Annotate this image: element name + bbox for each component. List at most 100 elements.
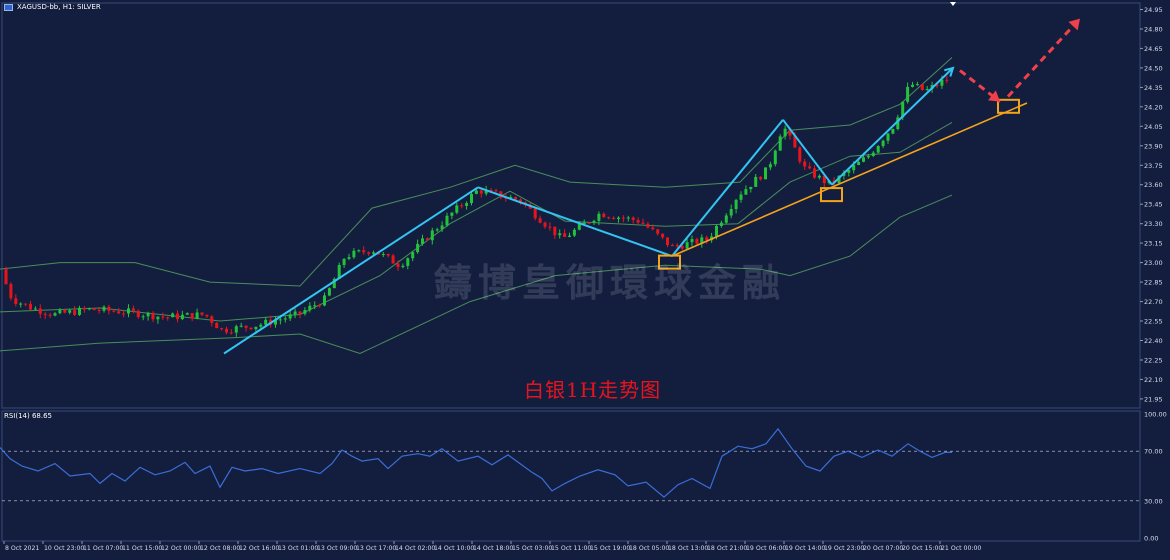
candle-body (891, 129, 895, 134)
candle-body (151, 312, 155, 320)
candle (509, 194, 513, 199)
candle (249, 327, 253, 330)
candle (19, 302, 23, 308)
candle (337, 262, 341, 279)
candle (9, 282, 13, 301)
candle-body (607, 217, 611, 219)
candle-body (43, 313, 47, 315)
price-tick-label: 23.15 (1144, 240, 1163, 248)
candle-body (161, 316, 165, 318)
candle (430, 227, 434, 245)
candle-body (670, 245, 674, 247)
candle-body (4, 269, 8, 285)
candle-body (9, 284, 13, 299)
candle (592, 219, 596, 225)
candle-body (357, 250, 361, 252)
candle (783, 125, 787, 140)
candle-body (229, 332, 233, 334)
price-tick-label: 23.60 (1144, 181, 1163, 189)
candle (915, 81, 919, 86)
candle-body (558, 233, 562, 236)
price-tick-label: 24.80 (1144, 26, 1163, 34)
candle-body (131, 308, 135, 311)
candle (43, 311, 47, 320)
time-tick-label: 20 Oct 07:00 (863, 545, 903, 552)
time-tick-label: 12 Oct 08:00 (200, 545, 240, 552)
candle (568, 232, 571, 238)
candle-body (33, 308, 37, 310)
candle (563, 229, 567, 237)
candle-body (538, 218, 542, 223)
candle (357, 249, 361, 253)
trend-segment-line (671, 119, 784, 257)
candle-body (568, 235, 571, 237)
candle-body (724, 215, 728, 223)
candle-body (685, 242, 689, 249)
candle (127, 304, 130, 318)
candle (553, 226, 557, 239)
candle-body (254, 326, 258, 330)
support-box (997, 98, 1020, 114)
candle-body (53, 313, 57, 316)
candle-body (768, 164, 772, 168)
candle (347, 253, 351, 261)
candle-body (141, 316, 145, 318)
candle (582, 219, 586, 224)
price-tick-label: 22.10 (1144, 376, 1163, 384)
bollinger-upper-line (0, 57, 953, 287)
candle-body (719, 222, 723, 226)
candle (744, 185, 748, 195)
candle (739, 191, 743, 203)
candle-body (592, 220, 596, 223)
candle-body (798, 147, 802, 162)
candle-body (465, 203, 469, 206)
candle-body (48, 314, 52, 316)
candle-body (866, 155, 870, 158)
candle-body (455, 205, 459, 213)
candle (190, 313, 194, 322)
candle (533, 206, 537, 221)
candle-body (249, 327, 253, 330)
trend-segment-line (831, 67, 954, 186)
candle-body (342, 258, 346, 265)
candle (724, 213, 728, 224)
candle (631, 216, 635, 224)
candle (656, 228, 660, 236)
candle (239, 322, 243, 328)
candle-body (479, 190, 483, 194)
candle-body (107, 306, 111, 311)
candle (29, 300, 32, 311)
time-tick-label: 8 Oct 2021 (5, 545, 39, 552)
time-tick-label: 15 Oct 19:00 (590, 545, 630, 552)
candle-body (700, 237, 704, 244)
candle (136, 309, 140, 319)
candle-body (323, 295, 326, 306)
candle (220, 327, 224, 331)
price-panel-frame (1, 2, 1141, 409)
candle (572, 228, 576, 237)
candle-body (171, 313, 175, 318)
time-tick-label: 14 Oct 18:00 (473, 545, 513, 552)
candle-body (82, 307, 86, 310)
candle (597, 211, 601, 226)
candle (82, 306, 86, 313)
candle-body (617, 217, 620, 219)
candle (288, 310, 292, 321)
candle-body (793, 135, 797, 148)
candle-body (288, 314, 292, 319)
candle-body (886, 133, 890, 141)
candle-body (401, 265, 405, 267)
candle-body (563, 233, 567, 237)
candle (700, 234, 704, 248)
candle (911, 81, 914, 88)
candle-body (337, 265, 341, 279)
candle (450, 212, 454, 220)
candle-body (38, 308, 42, 314)
candle-body (705, 237, 709, 241)
candle-body (205, 314, 209, 317)
candle (602, 212, 606, 218)
candle (4, 266, 8, 285)
candle (778, 134, 782, 151)
candle-body (318, 305, 322, 307)
